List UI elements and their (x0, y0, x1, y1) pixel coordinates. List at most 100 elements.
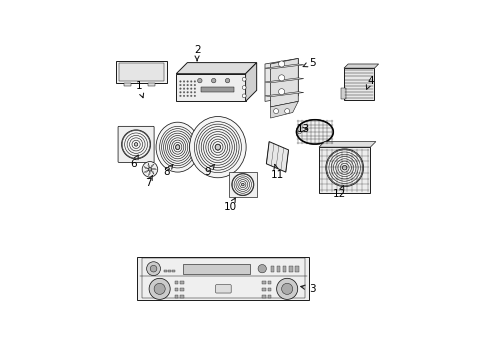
Circle shape (194, 91, 196, 93)
Text: 1: 1 (136, 81, 144, 98)
Polygon shape (245, 63, 257, 102)
Circle shape (180, 95, 181, 97)
Circle shape (279, 75, 285, 81)
Bar (180, 295, 184, 298)
Circle shape (282, 283, 293, 294)
Text: 2: 2 (194, 45, 200, 61)
Bar (270, 266, 274, 272)
Bar (142, 258, 305, 298)
Bar (262, 281, 266, 284)
Polygon shape (119, 63, 164, 81)
Circle shape (242, 77, 246, 81)
Text: 4: 4 (367, 76, 374, 89)
Text: 3: 3 (301, 284, 316, 293)
Circle shape (142, 162, 158, 177)
Circle shape (149, 278, 170, 300)
Circle shape (180, 91, 181, 93)
Polygon shape (138, 257, 309, 300)
Polygon shape (267, 141, 289, 172)
Polygon shape (265, 78, 304, 83)
Circle shape (187, 88, 189, 90)
Bar (175, 288, 178, 291)
Bar (268, 281, 271, 284)
Text: 13: 13 (297, 124, 311, 134)
Text: 9: 9 (205, 165, 215, 177)
Ellipse shape (156, 122, 199, 172)
Circle shape (194, 95, 196, 97)
Circle shape (187, 95, 189, 97)
Circle shape (242, 94, 246, 98)
Bar (319, 147, 370, 193)
Bar (180, 288, 184, 291)
Bar (341, 87, 346, 99)
Circle shape (183, 84, 185, 86)
Ellipse shape (176, 145, 180, 149)
Circle shape (273, 109, 279, 114)
Text: 11: 11 (271, 164, 284, 180)
Text: 8: 8 (163, 165, 173, 177)
Circle shape (326, 149, 364, 186)
Circle shape (154, 283, 165, 294)
Polygon shape (270, 58, 298, 107)
Circle shape (191, 91, 192, 93)
Circle shape (279, 89, 285, 95)
Text: 10: 10 (224, 198, 237, 212)
Bar (268, 288, 271, 291)
Bar (268, 295, 271, 298)
Bar (277, 266, 280, 272)
Bar (175, 281, 178, 284)
Text: 12: 12 (333, 186, 346, 199)
Polygon shape (150, 168, 156, 169)
Circle shape (180, 88, 181, 90)
Bar (183, 264, 250, 274)
Polygon shape (265, 64, 304, 69)
Circle shape (194, 84, 196, 86)
Circle shape (212, 78, 216, 83)
Circle shape (343, 166, 347, 170)
Polygon shape (265, 92, 304, 97)
Bar (262, 288, 266, 291)
Circle shape (191, 88, 192, 90)
Circle shape (183, 95, 185, 97)
Ellipse shape (296, 120, 334, 144)
Circle shape (150, 265, 157, 272)
Polygon shape (144, 166, 150, 169)
Circle shape (187, 84, 189, 86)
Circle shape (194, 88, 196, 90)
Bar (168, 270, 171, 272)
Circle shape (197, 78, 202, 83)
Polygon shape (150, 169, 154, 175)
Ellipse shape (215, 144, 221, 150)
Bar (229, 172, 257, 197)
Polygon shape (344, 64, 379, 68)
Polygon shape (150, 164, 154, 169)
Bar (201, 87, 235, 92)
Bar (295, 266, 299, 272)
Circle shape (183, 81, 185, 82)
Circle shape (134, 143, 138, 146)
Circle shape (191, 95, 192, 97)
Polygon shape (265, 58, 298, 102)
Polygon shape (116, 61, 167, 84)
Text: 5: 5 (303, 58, 316, 68)
Bar (180, 281, 184, 284)
Polygon shape (319, 141, 376, 147)
Circle shape (258, 265, 267, 273)
Ellipse shape (190, 117, 246, 178)
Text: 6: 6 (130, 155, 138, 169)
Polygon shape (148, 169, 150, 176)
Circle shape (225, 78, 230, 83)
Bar (172, 270, 175, 272)
Circle shape (191, 81, 192, 82)
Bar (164, 270, 167, 272)
Text: 7: 7 (145, 175, 152, 188)
Bar (175, 295, 178, 298)
Bar (148, 83, 155, 86)
Bar (283, 266, 286, 272)
Polygon shape (144, 169, 150, 172)
FancyBboxPatch shape (216, 285, 231, 293)
FancyBboxPatch shape (118, 126, 154, 162)
Circle shape (279, 61, 285, 67)
Circle shape (285, 109, 290, 114)
Circle shape (232, 174, 254, 195)
